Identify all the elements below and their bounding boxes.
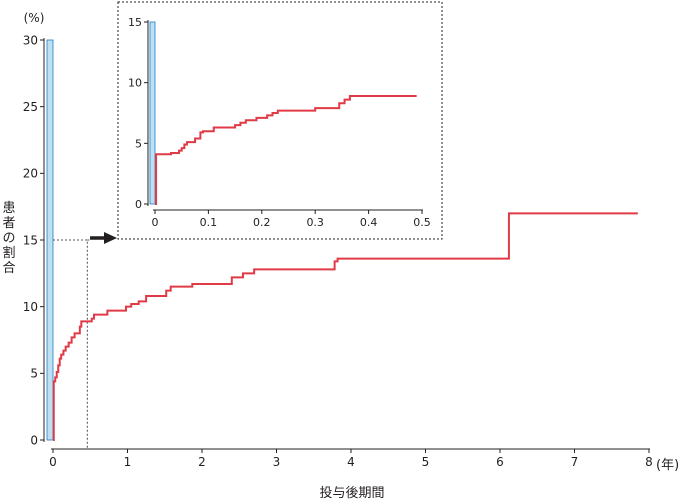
y-axis-title: 患者の割合 — [2, 201, 15, 276]
main-bars — [46, 39, 54, 441]
zoom-region-box — [53, 239, 88, 449]
y-tick-label-1: 5 — [135, 137, 142, 150]
bar-0 — [149, 21, 156, 205]
x-tick-label-5: 5 — [422, 455, 430, 469]
main-chart: 0 5 10 15 20 25 30 0 1 2 3 4 5 6 7 8 (%) (年) 投与後期間 患者の割… — [2, 11, 679, 501]
inset-axes: 0 5 10 15 0 0.1 0.2 0.3 0.4 0.5 — [128, 16, 431, 229]
y-unit-label: (%) — [24, 11, 45, 25]
x-axis-title: 投与後期間 — [319, 485, 384, 501]
y-tick-label-6: 30 — [23, 33, 38, 47]
inset-bars — [149, 21, 156, 205]
x-tick-label-1: 1 — [124, 455, 132, 469]
inset-series-layer — [154, 95, 417, 205]
y-tick-label-4: 20 — [23, 167, 38, 181]
series-line-0 — [155, 95, 417, 205]
x-tick-label-1: 0.1 — [200, 216, 218, 229]
x-tick-label-3: 0.3 — [306, 216, 324, 229]
y-tick-label-2: 10 — [128, 77, 142, 90]
series-line-0 — [52, 212, 638, 441]
main-series-layer — [52, 212, 638, 441]
x-tick-label-3: 3 — [273, 455, 281, 469]
x-tick-label-8: 8 — [645, 455, 653, 469]
x-tick-label-4: 0.4 — [360, 216, 378, 229]
x-tick-label-2: 0.2 — [253, 216, 271, 229]
x-tick-label-0: 0 — [152, 216, 159, 229]
inset-chart: 0 5 10 15 0 0.1 0.2 0.3 0.4 0.5 — [117, 1, 443, 240]
inset-frame — [117, 1, 443, 240]
zoom-region-outline — [53, 239, 90, 449]
y-tick-label-0: 0 — [135, 198, 142, 211]
x-tick-label-4: 4 — [347, 455, 355, 469]
x-tick-label-0: 0 — [49, 455, 57, 469]
x-tick-label-7: 7 — [571, 455, 579, 469]
y-tick-label-3: 15 — [128, 16, 142, 29]
y-axis-title-text: 患者の割合 — [2, 201, 15, 276]
y-tick-label-1: 5 — [30, 367, 38, 381]
y-tick-label-2: 10 — [23, 300, 38, 314]
x-tick-label-5: 0.5 — [413, 216, 431, 229]
x-tick-label-6: 6 — [496, 455, 504, 469]
y-tick-label-3: 15 — [23, 233, 38, 247]
y-tick-label-0: 0 — [30, 433, 38, 447]
bar-0 — [46, 39, 54, 441]
main-axes: 0 5 10 15 20 25 30 0 1 2 3 4 5 6 7 8 — [23, 33, 653, 469]
y-tick-label-5: 25 — [23, 100, 38, 114]
zoom-arrow-icon — [90, 232, 117, 244]
x-tick-label-2: 2 — [198, 455, 206, 469]
x-unit-label: (年) — [656, 458, 679, 473]
